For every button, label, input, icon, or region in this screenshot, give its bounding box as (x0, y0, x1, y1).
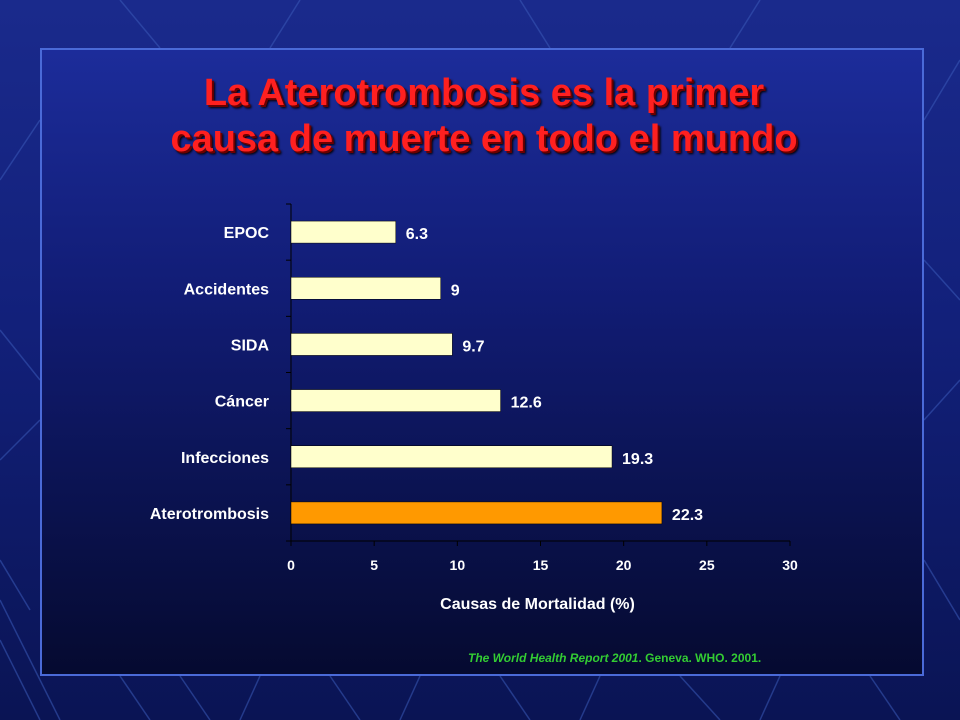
category-label-cancer: Cáncer (215, 394, 269, 411)
category-label-epoc: EPOC (224, 225, 270, 242)
x-tick-label: 20 (616, 557, 632, 573)
value-label-aterotrombosis: 22.3 (672, 507, 703, 524)
x-tick-label: 25 (699, 557, 715, 573)
x-tick-label: 5 (370, 557, 378, 573)
category-label-sida: SIDA (231, 337, 270, 354)
slide-title: La Aterotrombosis es la primer causa de … (42, 70, 926, 162)
x-tick-label: 0 (287, 557, 295, 573)
x-tick-label: 30 (782, 557, 798, 573)
bar-cancer (290, 389, 501, 412)
footnote-citation: . Geneva. WHO. 2001. (638, 651, 762, 665)
slide-title-line-1: La Aterotrombosis es la primer (203, 72, 765, 114)
value-label-epoc: 6.3 (406, 226, 428, 243)
bar-epoc (290, 220, 397, 244)
bar-aterotrombosis (290, 501, 663, 525)
value-label-infecciones: 19.3 (622, 451, 653, 468)
source-footnote: The World Health Report 2001. Geneva. WH… (468, 651, 761, 665)
x-tick-label: 15 (533, 557, 549, 573)
category-label-accidentes: Accidentes (184, 281, 269, 298)
bar-sida (290, 333, 453, 356)
x-axis-title: Causas de Mortalidad (%) (440, 596, 635, 613)
x-tick-label: 10 (450, 557, 466, 573)
category-label-aterotrombosis: Aterotrombosis (150, 506, 269, 523)
category-label-infecciones: Infecciones (181, 450, 269, 467)
value-label-sida: 9.7 (462, 338, 484, 355)
slide-panel: La Aterotrombosis es la primer causa de … (40, 48, 924, 676)
footnote-report-title: The World Health Report 2001 (468, 651, 639, 665)
bar-infecciones (290, 445, 613, 468)
value-label-accidentes: 9 (451, 282, 460, 299)
slide-title-line-2: causa de muerte en todo el mundo (170, 118, 798, 160)
value-label-cancer: 12.6 (511, 395, 542, 412)
bar-accidentes (290, 277, 441, 300)
